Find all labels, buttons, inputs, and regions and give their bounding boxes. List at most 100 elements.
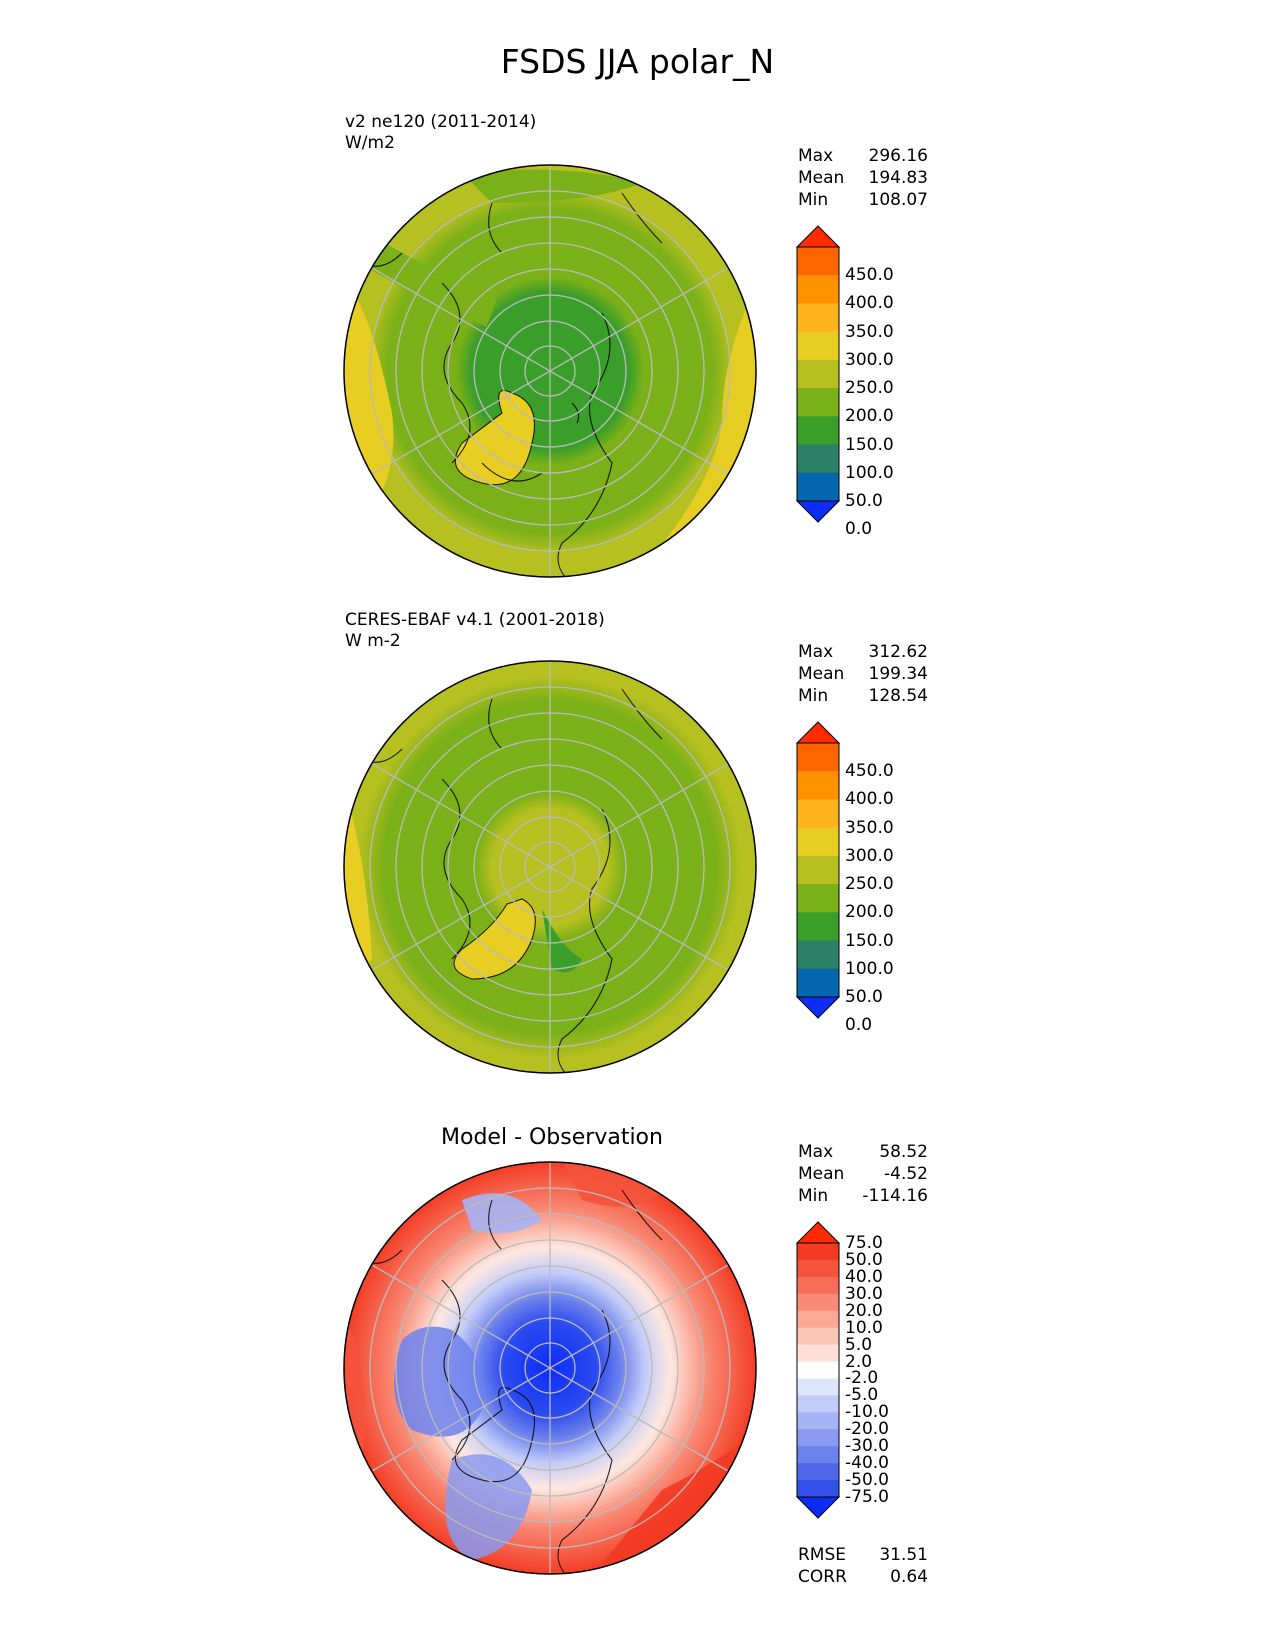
colorbar-tick-label: 0.0 bbox=[845, 519, 873, 540]
colorbar-tick-label: 30.0 bbox=[845, 1283, 883, 1304]
colorbar-segment bbox=[797, 1259, 839, 1278]
colorbar-segment bbox=[797, 884, 839, 913]
colorbar-tick-label: -5.0 bbox=[845, 1385, 879, 1406]
colorbar-segment bbox=[797, 940, 839, 970]
panel3-metrics: RMSE 31.51 CORR 0.64 bbox=[798, 1544, 928, 1588]
colorbar-outline bbox=[796, 1242, 840, 1498]
colorbar-tick-label: 350.0 bbox=[845, 817, 894, 838]
mean-value: 194.83 bbox=[868, 168, 928, 188]
colorbar-tick-label: 200.0 bbox=[845, 406, 894, 427]
colorbar-tick-label: 50.0 bbox=[845, 1249, 883, 1270]
colorbar-segment bbox=[797, 855, 839, 885]
colorbar-tick-label: 300.0 bbox=[845, 349, 894, 370]
panel3-stats: Max 58.52 Mean -4.52 Min -114.16 bbox=[798, 1141, 928, 1207]
colorbar-outline bbox=[796, 246, 840, 502]
panel2-title-line1: CERES-EBAF v4.1 (2001-2018) bbox=[345, 610, 605, 630]
colorbar-tick-label: 2.0 bbox=[845, 1351, 873, 1372]
panel2-polar-map bbox=[343, 660, 757, 1074]
colorbar-tick-label: 5.0 bbox=[845, 1334, 873, 1355]
min-value: 128.54 bbox=[868, 686, 928, 706]
max-label: Max bbox=[798, 642, 834, 662]
mean-value: 199.34 bbox=[868, 664, 928, 684]
colorbar-segment bbox=[797, 388, 839, 417]
panel1-stats: Max 296.16 Mean 194.83 Min 108.07 bbox=[798, 145, 928, 211]
colorbar-tick-label: 0.0 bbox=[845, 1015, 873, 1036]
rmse-value: 31.51 bbox=[879, 1545, 928, 1565]
corr-label: CORR bbox=[798, 1567, 847, 1587]
colorbar-tick-label: 150.0 bbox=[845, 434, 894, 455]
map-boundary-2 bbox=[343, 660, 757, 1074]
greenland-region-2 bbox=[454, 899, 536, 979]
mean-value: -4.52 bbox=[884, 1164, 928, 1184]
colorbar-extend-max bbox=[795, 721, 841, 744]
max-value: 58.52 bbox=[879, 1142, 928, 1162]
max-label: Max bbox=[798, 146, 834, 166]
greenland-region bbox=[455, 390, 535, 485]
map-boundary-1 bbox=[343, 164, 757, 578]
colorbar-segment bbox=[797, 771, 839, 800]
min-label: Min bbox=[798, 686, 829, 706]
mean-label: Mean bbox=[798, 1164, 845, 1184]
colorbar-tick-label: 300.0 bbox=[845, 845, 894, 866]
colorbar-segment bbox=[797, 1361, 839, 1379]
colorbar-segment bbox=[797, 303, 839, 333]
colorbar-segment bbox=[797, 472, 839, 502]
colorbar-tick-label: 40.0 bbox=[845, 1266, 883, 1287]
colorbar-segment bbox=[797, 1480, 839, 1498]
colorbar-segment bbox=[797, 743, 839, 772]
colorbar-tick-label: 50.0 bbox=[845, 987, 883, 1007]
panel1-colorbar-labels: 450.0 400.0 350.0 300.0 250.0 200.0 150.0 100.0… bbox=[845, 225, 925, 539]
panel3-colorbar-labels: 75.0 50.0 40.0 30.0 20.0 10.0 5.0 2.0 -2.0 -5.0 -1… bbox=[845, 1221, 925, 1519]
colorbar-extend-max bbox=[795, 1221, 841, 1244]
colorbar-tick-label: 250.0 bbox=[845, 378, 894, 399]
colorbar-tick-label: 100.0 bbox=[845, 958, 894, 979]
colorbar-segment bbox=[797, 827, 839, 857]
colorbar-segment bbox=[797, 968, 839, 998]
graticule-1 bbox=[369, 165, 731, 577]
colorbar-segment bbox=[797, 1310, 839, 1329]
colorbar-segment bbox=[797, 1446, 839, 1464]
panel1-polar-map bbox=[343, 164, 757, 578]
colorbar-segment bbox=[797, 1463, 839, 1481]
colorbar-segment bbox=[797, 1412, 839, 1430]
colorbar-tick-label: -10.0 bbox=[845, 1402, 889, 1423]
panel2-units: W m-2 bbox=[345, 631, 401, 651]
colorbar-tick-label: 350.0 bbox=[845, 321, 894, 342]
colorbar-extend-max bbox=[795, 225, 841, 248]
colorbar-segment bbox=[797, 416, 839, 446]
colorbar-tick-label: 250.0 bbox=[845, 874, 894, 895]
panel2-colorbar bbox=[795, 721, 841, 1019]
colorbar-segment bbox=[797, 1327, 839, 1346]
colorbar-extend-min bbox=[795, 1496, 841, 1519]
min-value: -114.16 bbox=[862, 1186, 928, 1206]
colorbar-tick-label: -20.0 bbox=[845, 1419, 889, 1440]
colorbar-tick-label: -75.0 bbox=[845, 1487, 889, 1507]
colorbar-tick-label: 200.0 bbox=[845, 902, 894, 923]
panel2-title: CERES-EBAF v4.1 (2001-2018) W m-2 bbox=[345, 610, 605, 652]
panel1-units: W/m2 bbox=[345, 133, 395, 153]
colorbar-outline bbox=[796, 742, 840, 998]
colorbar-segment bbox=[797, 444, 839, 474]
panel3-colorbar bbox=[795, 1221, 841, 1519]
colorbar-tick-label: -30.0 bbox=[845, 1436, 889, 1457]
mean-label: Mean bbox=[798, 168, 845, 188]
graticule-2 bbox=[369, 661, 731, 1073]
colorbar-segment bbox=[797, 799, 839, 829]
panel1-title-line1: v2 ne120 (2011-2014) bbox=[345, 112, 537, 132]
max-value: 312.62 bbox=[868, 642, 928, 662]
max-label: Max bbox=[798, 1142, 834, 1162]
colorbar-segment bbox=[797, 912, 839, 942]
colorbar-tick-label: 10.0 bbox=[845, 1317, 883, 1338]
colorbar-segment bbox=[797, 1243, 839, 1261]
colorbar-segment bbox=[797, 1344, 839, 1363]
mean-label: Mean bbox=[798, 664, 845, 684]
colorbar-extend-min bbox=[795, 500, 841, 523]
colorbar-tick-label: 50.0 bbox=[845, 491, 883, 511]
max-value: 296.16 bbox=[868, 146, 928, 166]
min-value: 108.07 bbox=[868, 190, 928, 210]
figure-title: FSDS JJA polar_N bbox=[500, 42, 775, 81]
colorbar-tick-label: 400.0 bbox=[845, 293, 894, 314]
panel3-polar-map bbox=[343, 1161, 757, 1575]
colorbar-segment bbox=[797, 1429, 839, 1447]
colorbar-segment bbox=[797, 331, 839, 361]
